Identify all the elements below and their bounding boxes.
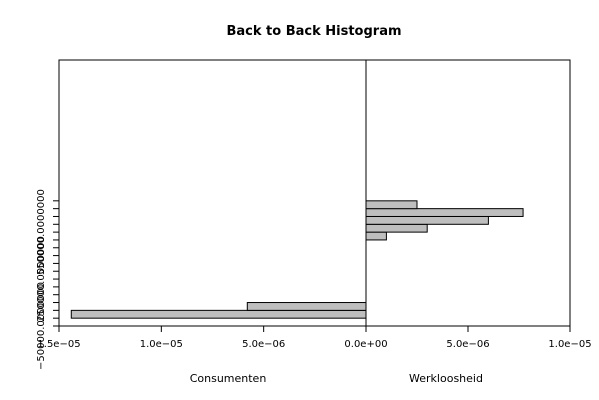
x-tick-label: 1.0e−05 <box>140 339 183 350</box>
right-axis-label: Werkloosheid <box>409 372 483 385</box>
histogram-bar-right-4 <box>365 200 418 210</box>
x-tick-label: 5.0e−06 <box>242 339 285 350</box>
left-axis-label: Consumenten <box>190 372 267 385</box>
x-tick-label: 1.5e−05 <box>37 339 80 350</box>
x-tick-label: 0.0e+00 <box>344 339 387 350</box>
histogram-bar-left-0 <box>70 309 367 319</box>
x-tick-label: 1.0e−05 <box>548 339 591 350</box>
chart-title: Back to Back Histogram <box>226 24 401 39</box>
histogram-bar-right-0 <box>365 231 387 241</box>
plot-area: 1.5e−05 1.0e−05 5.0e−06 0.0e+00 5.0e−06 1.0e−… <box>36 59 592 370</box>
y-tick-label: −50000.0000000 <box>36 282 47 370</box>
plot-frame <box>58 59 571 327</box>
y-tick-label: 550000.0000000 <box>36 189 47 275</box>
histogram-bar-left-1 <box>246 302 367 311</box>
histogram-bar-right-1 <box>365 223 428 233</box>
histogram-bar-right-3 <box>365 208 524 217</box>
histogram-bar-right-2 <box>365 215 489 225</box>
x-tick-label: 5.0e−06 <box>446 339 489 350</box>
y-tick-label: 250000.0000000 <box>36 236 47 322</box>
